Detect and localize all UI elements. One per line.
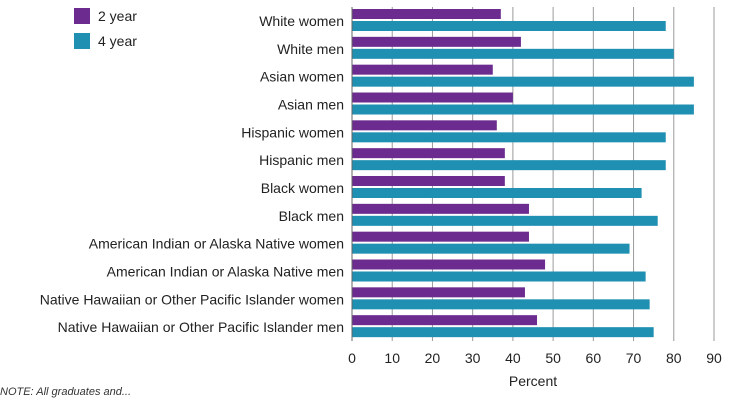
bar-2-year — [352, 315, 538, 326]
category-label: Hispanic men — [259, 152, 344, 168]
legend-item-2-year: 2 year — [74, 6, 137, 26]
x-axis-title: Percent — [509, 373, 557, 389]
bar-2-year — [352, 92, 513, 103]
bar-4-year — [352, 327, 654, 338]
bar-4-year — [352, 271, 646, 282]
category-label: Asian men — [278, 96, 344, 112]
category-label: American Indian or Alaska Native women — [89, 236, 344, 252]
legend: 2 year 4 year — [74, 6, 137, 56]
category-label: Black men — [279, 208, 344, 224]
legend-label-2-year: 2 year — [98, 8, 137, 24]
bar-4-year — [352, 132, 666, 143]
bar-4-year — [352, 215, 658, 226]
bar-2-year — [352, 36, 521, 47]
bar-2-year — [352, 287, 525, 298]
x-tick-label: 10 — [384, 350, 400, 366]
x-tick-label: 30 — [465, 350, 481, 366]
legend-swatch-4-year — [74, 33, 90, 49]
bar-2-year — [352, 120, 497, 131]
bar-4-year — [352, 160, 666, 171]
bar-2-year — [352, 176, 505, 186]
bar-2-year — [352, 148, 505, 159]
x-tick-label: 60 — [586, 350, 602, 366]
bar-4-year — [352, 243, 630, 254]
category-label: Hispanic women — [241, 124, 344, 140]
bar-2-year — [352, 64, 493, 75]
bar-2-year — [352, 203, 529, 214]
category-label: White men — [277, 41, 344, 57]
x-tick-label: 40 — [505, 350, 521, 366]
x-tick-label: 0 — [348, 350, 356, 366]
chart-note: NOTE: All graduates and... — [0, 386, 132, 398]
category-label: Black women — [261, 180, 344, 196]
x-tick-label: 70 — [626, 350, 642, 366]
bar-4-year — [352, 104, 694, 115]
category-label: Asian women — [260, 69, 344, 85]
x-tick-label: 50 — [545, 350, 561, 366]
category-label: Native Hawaiian or Other Pacific Islande… — [40, 291, 344, 307]
bar-2-year — [352, 259, 546, 270]
bar-4-year — [352, 21, 666, 31]
bar-4-year — [352, 299, 650, 310]
bar-4-year — [352, 48, 674, 59]
bar-4-year — [352, 76, 694, 87]
bar-2-year — [352, 9, 501, 19]
category-label: Native Hawaiian or Other Pacific Islande… — [58, 319, 344, 335]
x-tick-label: 20 — [425, 350, 441, 366]
category-label: American Indian or Alaska Native men — [107, 263, 344, 279]
x-tick-label: 90 — [706, 350, 722, 366]
legend-item-4-year: 4 year — [74, 31, 137, 51]
bar-4-year — [352, 188, 642, 198]
bar-2-year — [352, 231, 529, 242]
category-label: White women — [259, 13, 344, 29]
legend-label-4-year: 4 year — [98, 33, 137, 49]
x-tick-label: 80 — [666, 350, 682, 366]
legend-swatch-2-year — [74, 8, 90, 24]
